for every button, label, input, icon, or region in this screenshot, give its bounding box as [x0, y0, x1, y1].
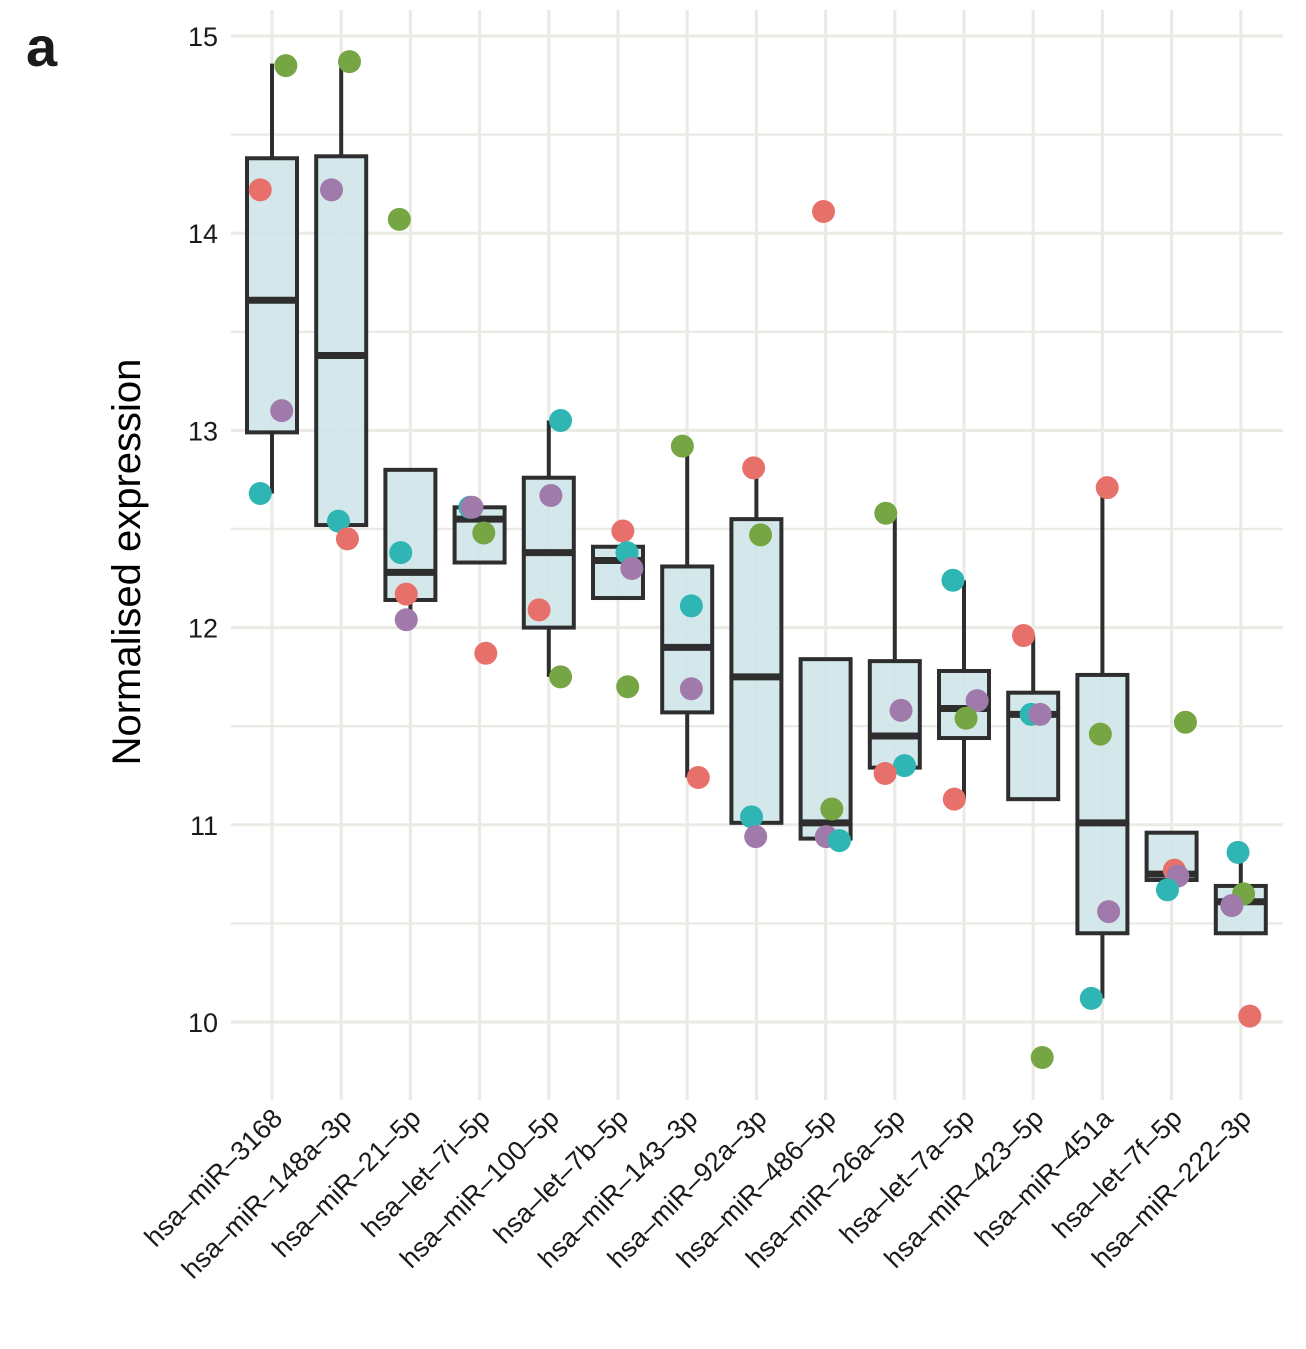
y-tick-label: 14	[188, 219, 218, 249]
point-teal	[248, 482, 272, 506]
y-axis-label: Normalised expression	[105, 359, 149, 766]
point-green	[820, 797, 844, 821]
point-teal	[1155, 878, 1179, 902]
point-purple	[460, 495, 484, 519]
point-teal	[941, 568, 965, 592]
point-red	[611, 519, 635, 543]
y-tick-label: 10	[188, 1008, 218, 1038]
point-green	[616, 675, 640, 699]
box-1	[314, 63, 369, 528]
point-red	[335, 527, 359, 551]
point-teal	[549, 409, 573, 433]
box-10	[937, 580, 991, 800]
panel-label: a	[26, 15, 58, 78]
point-green	[387, 207, 411, 231]
point-red	[873, 762, 897, 786]
box-0	[245, 63, 299, 494]
boxes	[245, 63, 1268, 999]
point-teal	[326, 509, 350, 533]
point-red	[742, 456, 766, 480]
point-purple	[270, 399, 294, 423]
box-iqr	[245, 156, 299, 435]
point-red	[248, 178, 272, 202]
point-green	[874, 501, 898, 525]
point-red	[1095, 476, 1119, 500]
point-purple	[620, 556, 644, 580]
box-7	[729, 467, 784, 825]
point-green	[549, 665, 573, 689]
point-green	[338, 50, 362, 74]
point-red	[686, 765, 710, 789]
point-red	[942, 787, 966, 811]
point-purple	[1220, 894, 1244, 918]
point-teal	[827, 829, 851, 853]
point-purple	[1097, 900, 1121, 924]
box-iqr	[1075, 672, 1130, 936]
point-purple	[889, 698, 913, 722]
x-axis-ticks: hsa–miR–3168hsa–miR–148a–3phsa–miR–21–5p…	[139, 1102, 1257, 1284]
point-purple	[1028, 702, 1052, 726]
point-green	[670, 434, 694, 458]
point-purple	[539, 483, 563, 507]
point-teal	[679, 594, 703, 618]
point-green	[954, 706, 978, 730]
point-green	[749, 523, 773, 547]
point-red	[394, 582, 418, 606]
box-iqr	[383, 467, 438, 602]
point-teal	[892, 754, 916, 778]
point-purple	[320, 178, 344, 202]
point-green	[274, 54, 298, 78]
box-9	[867, 513, 922, 770]
point-green	[1173, 710, 1197, 734]
y-tick-label: 15	[188, 22, 218, 52]
point-purple	[394, 608, 418, 632]
point-teal	[740, 805, 764, 829]
point-purple	[965, 689, 989, 713]
point-red	[812, 200, 836, 224]
box-2	[383, 467, 438, 620]
point-red	[1238, 1004, 1262, 1028]
box-iqr	[314, 154, 369, 528]
box-12	[1075, 487, 1130, 999]
point-teal	[389, 541, 413, 565]
box-4	[521, 420, 576, 677]
point-red	[527, 598, 551, 622]
point-teal	[1226, 840, 1250, 864]
y-tick-label: 12	[188, 614, 218, 644]
y-tick-label: 13	[188, 416, 218, 446]
point-teal	[1079, 986, 1103, 1010]
point-red	[1012, 623, 1036, 647]
point-green	[1088, 722, 1112, 746]
point-purple	[744, 825, 768, 849]
point-green	[1030, 1045, 1054, 1069]
y-axis-ticks: 10 11 12 13 14 15	[188, 22, 218, 1038]
box-iqr	[729, 517, 784, 825]
point-purple	[679, 677, 703, 701]
points	[248, 50, 1262, 1069]
point-green	[472, 521, 496, 545]
point-red	[474, 641, 498, 665]
y-tick-label: 11	[190, 811, 218, 841]
